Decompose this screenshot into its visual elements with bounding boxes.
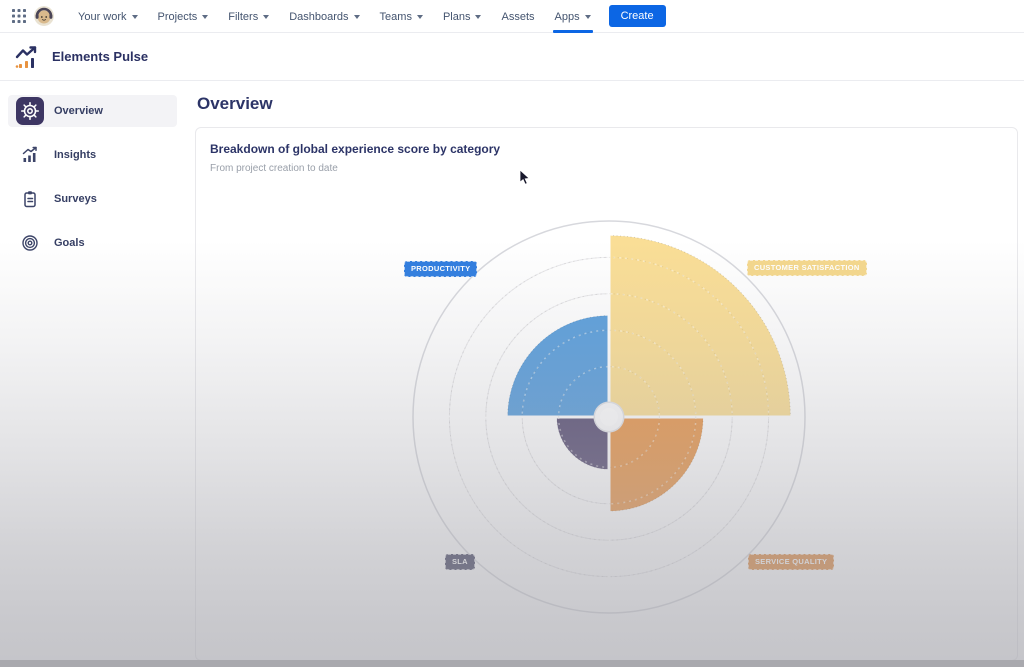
sidebar-item-goals[interactable]: Goals	[8, 227, 177, 259]
avatar-image	[34, 6, 54, 26]
category-label-productivity[interactable]: PRODUCTIVITY	[404, 261, 478, 277]
gear-icon	[16, 97, 44, 125]
primary-nav: Your work Projects Filters Dashboards Te…	[70, 0, 599, 33]
create-button[interactable]: Create	[608, 5, 666, 27]
category-label-sla[interactable]: SLA	[445, 554, 475, 570]
nav-item-dashboards[interactable]: Dashboards	[281, 0, 367, 33]
bottom-strip	[0, 660, 1024, 667]
chevron-down-icon	[131, 15, 138, 19]
polar-chart-area[interactable]: PRODUCTIVITY CUSTOMER SATISFACTION SERVI…	[196, 128, 1017, 660]
app-title: Elements Pulse	[52, 49, 149, 64]
sidebar-item-overview[interactable]: Overview	[8, 95, 177, 127]
elements-pulse-logo-icon	[15, 45, 37, 68]
insights-chart-icon	[16, 141, 44, 169]
sidebar-item-label: Insights	[54, 149, 97, 161]
chevron-down-icon	[416, 15, 423, 19]
experience-score-card: Breakdown of global experience score by …	[195, 127, 1018, 661]
app-switcher-button[interactable]	[10, 7, 28, 25]
category-label-service-quality[interactable]: SERVICE QUALITY	[748, 554, 835, 570]
main-content: Overview Breakdown of global experience …	[185, 81, 1024, 667]
nav-item-apps[interactable]: Apps	[547, 0, 599, 33]
nav-item-assets[interactable]: Assets	[493, 0, 542, 33]
grid-icon	[12, 9, 26, 23]
top-navigation-bar: Your work Projects Filters Dashboards Te…	[0, 0, 1024, 33]
chevron-down-icon	[202, 15, 209, 19]
experience-polar-chart[interactable]	[196, 128, 1019, 662]
page-title: Overview	[197, 94, 273, 113]
sidebar-item-label: Goals	[54, 237, 85, 249]
nav-item-teams[interactable]: Teams	[372, 0, 431, 33]
chevron-down-icon	[353, 15, 360, 19]
nav-item-your-work[interactable]: Your work	[70, 0, 146, 33]
nav-item-label: Apps	[554, 10, 580, 23]
nav-item-label: Dashboards	[289, 10, 349, 23]
sidebar-item-surveys[interactable]: Surveys	[8, 183, 177, 215]
nav-item-label: Projects	[157, 10, 198, 23]
chevron-down-icon	[475, 15, 482, 19]
nav-item-label: Filters	[228, 10, 259, 23]
app-header: Elements Pulse	[0, 33, 1024, 81]
clipboard-icon	[16, 185, 44, 213]
sidebar: Overview Insights	[0, 81, 185, 667]
nav-item-label: Assets	[501, 10, 535, 23]
user-avatar[interactable]	[34, 6, 54, 26]
nav-item-label: Your work	[78, 10, 127, 23]
nav-item-label: Teams	[379, 10, 412, 23]
chevron-down-icon	[263, 15, 270, 19]
nav-item-plans[interactable]: Plans	[435, 0, 490, 33]
sidebar-item-label: Overview	[54, 105, 103, 117]
sidebar-item-insights[interactable]: Insights	[8, 139, 177, 171]
category-label-customer-satisfaction[interactable]: CUSTOMER SATISFACTION	[747, 260, 867, 276]
nav-item-label: Plans	[442, 10, 471, 23]
chevron-down-icon	[584, 15, 591, 19]
sidebar-item-label: Surveys	[54, 193, 97, 205]
target-icon	[16, 229, 44, 257]
nav-item-projects[interactable]: Projects	[150, 0, 217, 33]
nav-item-filters[interactable]: Filters	[220, 0, 277, 33]
